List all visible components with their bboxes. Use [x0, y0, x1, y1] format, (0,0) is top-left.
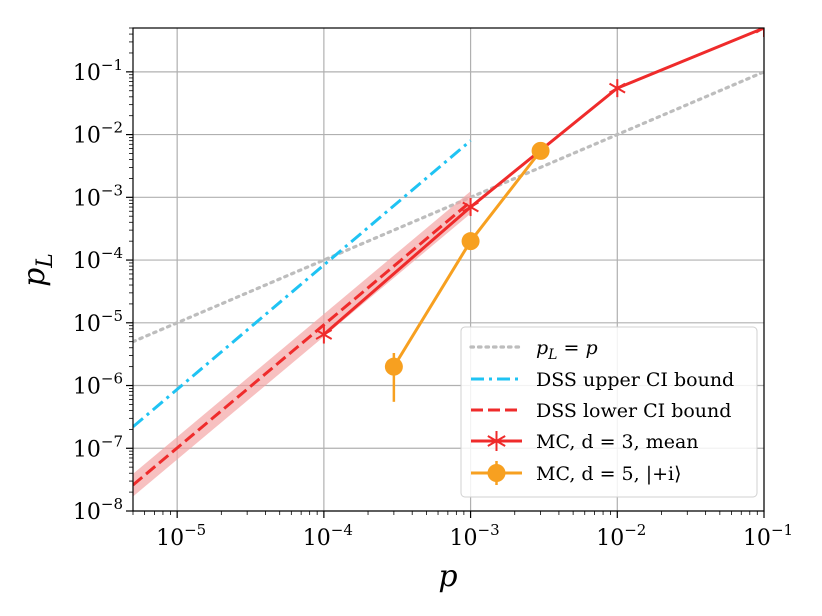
x-axis-label: p: [438, 559, 457, 594]
y-tick-label: 10−8: [73, 495, 123, 525]
legend-item: DSS lower CI bound: [471, 400, 731, 422]
legend-label: MC, d = 5, |+i⟩: [536, 463, 682, 485]
legend-label: DSS upper CI bound: [536, 369, 734, 391]
y-tick-label: 10−4: [73, 244, 123, 274]
y-tick-label: 10−7: [73, 432, 123, 462]
dss-lower-ci-band: [133, 191, 471, 497]
x-tick-label: 10−1: [743, 521, 793, 551]
y-tick-label: 10−2: [73, 119, 123, 149]
series-0-line: [133, 70, 764, 344]
legend-item: DSS upper CI bound: [471, 369, 734, 391]
legend: pL = p DSS upper CI bound DSS lower CI bou…: [460, 326, 758, 498]
series-2-line: [133, 200, 472, 487]
legend-marker: [487, 464, 506, 482]
ticks: 10−5 10−4 10−3 10−2 10−1 10−8 10−7 10−6 10−5 10−4…: [73, 27, 793, 551]
data-point-marker: [384, 357, 403, 376]
legend-item: MC, d = 5, |+i⟩: [471, 461, 682, 485]
data-point-marker: [315, 325, 333, 344]
data-point-marker: [755, 28, 764, 37]
legend-item: pL = p: [469, 337, 598, 363]
y-tick-label: 10−3: [73, 181, 123, 211]
y-axis-label: pL: [17, 253, 58, 287]
legend-item: MC, d = 3, mean: [471, 431, 699, 453]
series-1-line: [133, 139, 472, 428]
data-point-marker: [461, 232, 480, 251]
x-tick-label: 10−3: [450, 521, 500, 551]
x-tick-label: 10−2: [596, 521, 646, 551]
x-tick-label: 10−4: [303, 521, 353, 551]
data-point-marker: [531, 141, 550, 160]
legend-label: pL = p: [536, 337, 598, 363]
data-point-marker: [462, 198, 479, 217]
series-3-line: [322, 28, 764, 336]
y-tick-label: 10−1: [73, 56, 123, 86]
y-tick-label: 10−6: [73, 370, 123, 400]
legend-label: MC, d = 3, mean: [536, 431, 699, 453]
legend-box: [460, 326, 758, 498]
plot-area: [133, 28, 764, 497]
legend-marker: [487, 431, 506, 451]
legend-label: DSS lower CI bound: [536, 400, 731, 422]
y-tick-label: 10−5: [73, 307, 123, 337]
x-tick-label: 10−5: [156, 521, 206, 551]
data-point-marker: [608, 79, 626, 98]
